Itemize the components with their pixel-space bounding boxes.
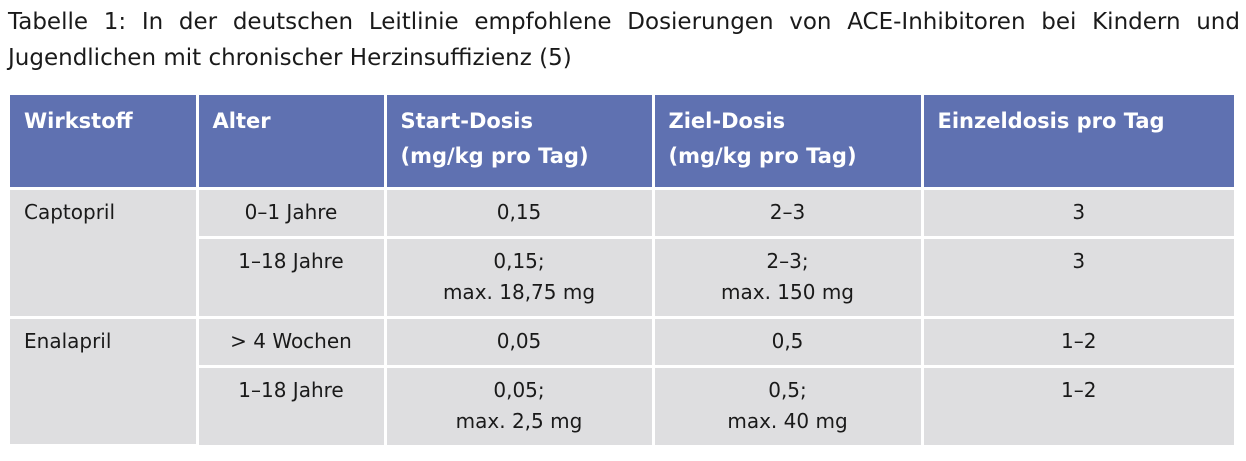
- target-dose-cell: 2–3: [653, 188, 924, 239]
- age-cell: 0–1 Jahre: [197, 188, 387, 239]
- table-row: Captopril 0–1 Jahre 0,15 2–3 3: [10, 188, 1234, 319]
- age-cell: 1–18 Jahre: [197, 366, 387, 445]
- target-dose-cell: 0,5; max. 40 mg: [653, 366, 924, 445]
- header-einzeldosis: Einzeldosis pro Tag: [922, 95, 1234, 190]
- table-row: 1–18 Jahre 0,05; max. 2,5 mg 0,5; max. 4…: [10, 366, 1234, 445]
- start-dose-cell: 0,15; max. 18,75 mg: [385, 237, 655, 319]
- single-dose-cell: 1–2: [922, 317, 1234, 368]
- table-header-row: Wirkstoff Alter Start-Dosis (mg/kg pro T…: [10, 95, 1234, 190]
- target-dose-cell: 2–3; max. 150 mg: [653, 237, 924, 319]
- age-cell: 1–18 Jahre: [197, 237, 387, 319]
- drug-cell-captopril: Captopril: [10, 188, 199, 319]
- start-dose-cell: 0,15: [385, 188, 655, 239]
- header-wirkstoff: Wirkstoff: [10, 95, 199, 190]
- start-dose-cell: 0,05; max. 2,5 mg: [385, 366, 655, 445]
- target-dose-cell: 0,5: [653, 317, 924, 368]
- age-cell: > 4 Wochen: [197, 317, 387, 368]
- single-dose-cell: 1–2: [922, 366, 1234, 445]
- header-start-dosis: Start-Dosis (mg/kg pro Tag): [385, 95, 655, 190]
- header-alter: Alter: [197, 95, 387, 190]
- start-dose-cell: 0,05: [385, 317, 655, 368]
- table-row: 1–18 Jahre 0,15; max. 18,75 mg 2–3; max.…: [10, 237, 1234, 319]
- table-caption: Tabelle 1: In der deutschen Leitlinie em…: [8, 9, 1240, 71]
- single-dose-cell: 3: [922, 237, 1234, 319]
- dosage-table: Wirkstoff Alter Start-Dosis (mg/kg pro T…: [10, 95, 1234, 447]
- header-ziel-dosis: Ziel-Dosis (mg/kg pro Tag): [653, 95, 924, 190]
- table-row: Enalapril > 4 Wochen 0,05 0,5 1–2: [10, 317, 1234, 447]
- single-dose-cell: 3: [922, 188, 1234, 239]
- drug-cell-enalapril: Enalapril: [10, 317, 199, 447]
